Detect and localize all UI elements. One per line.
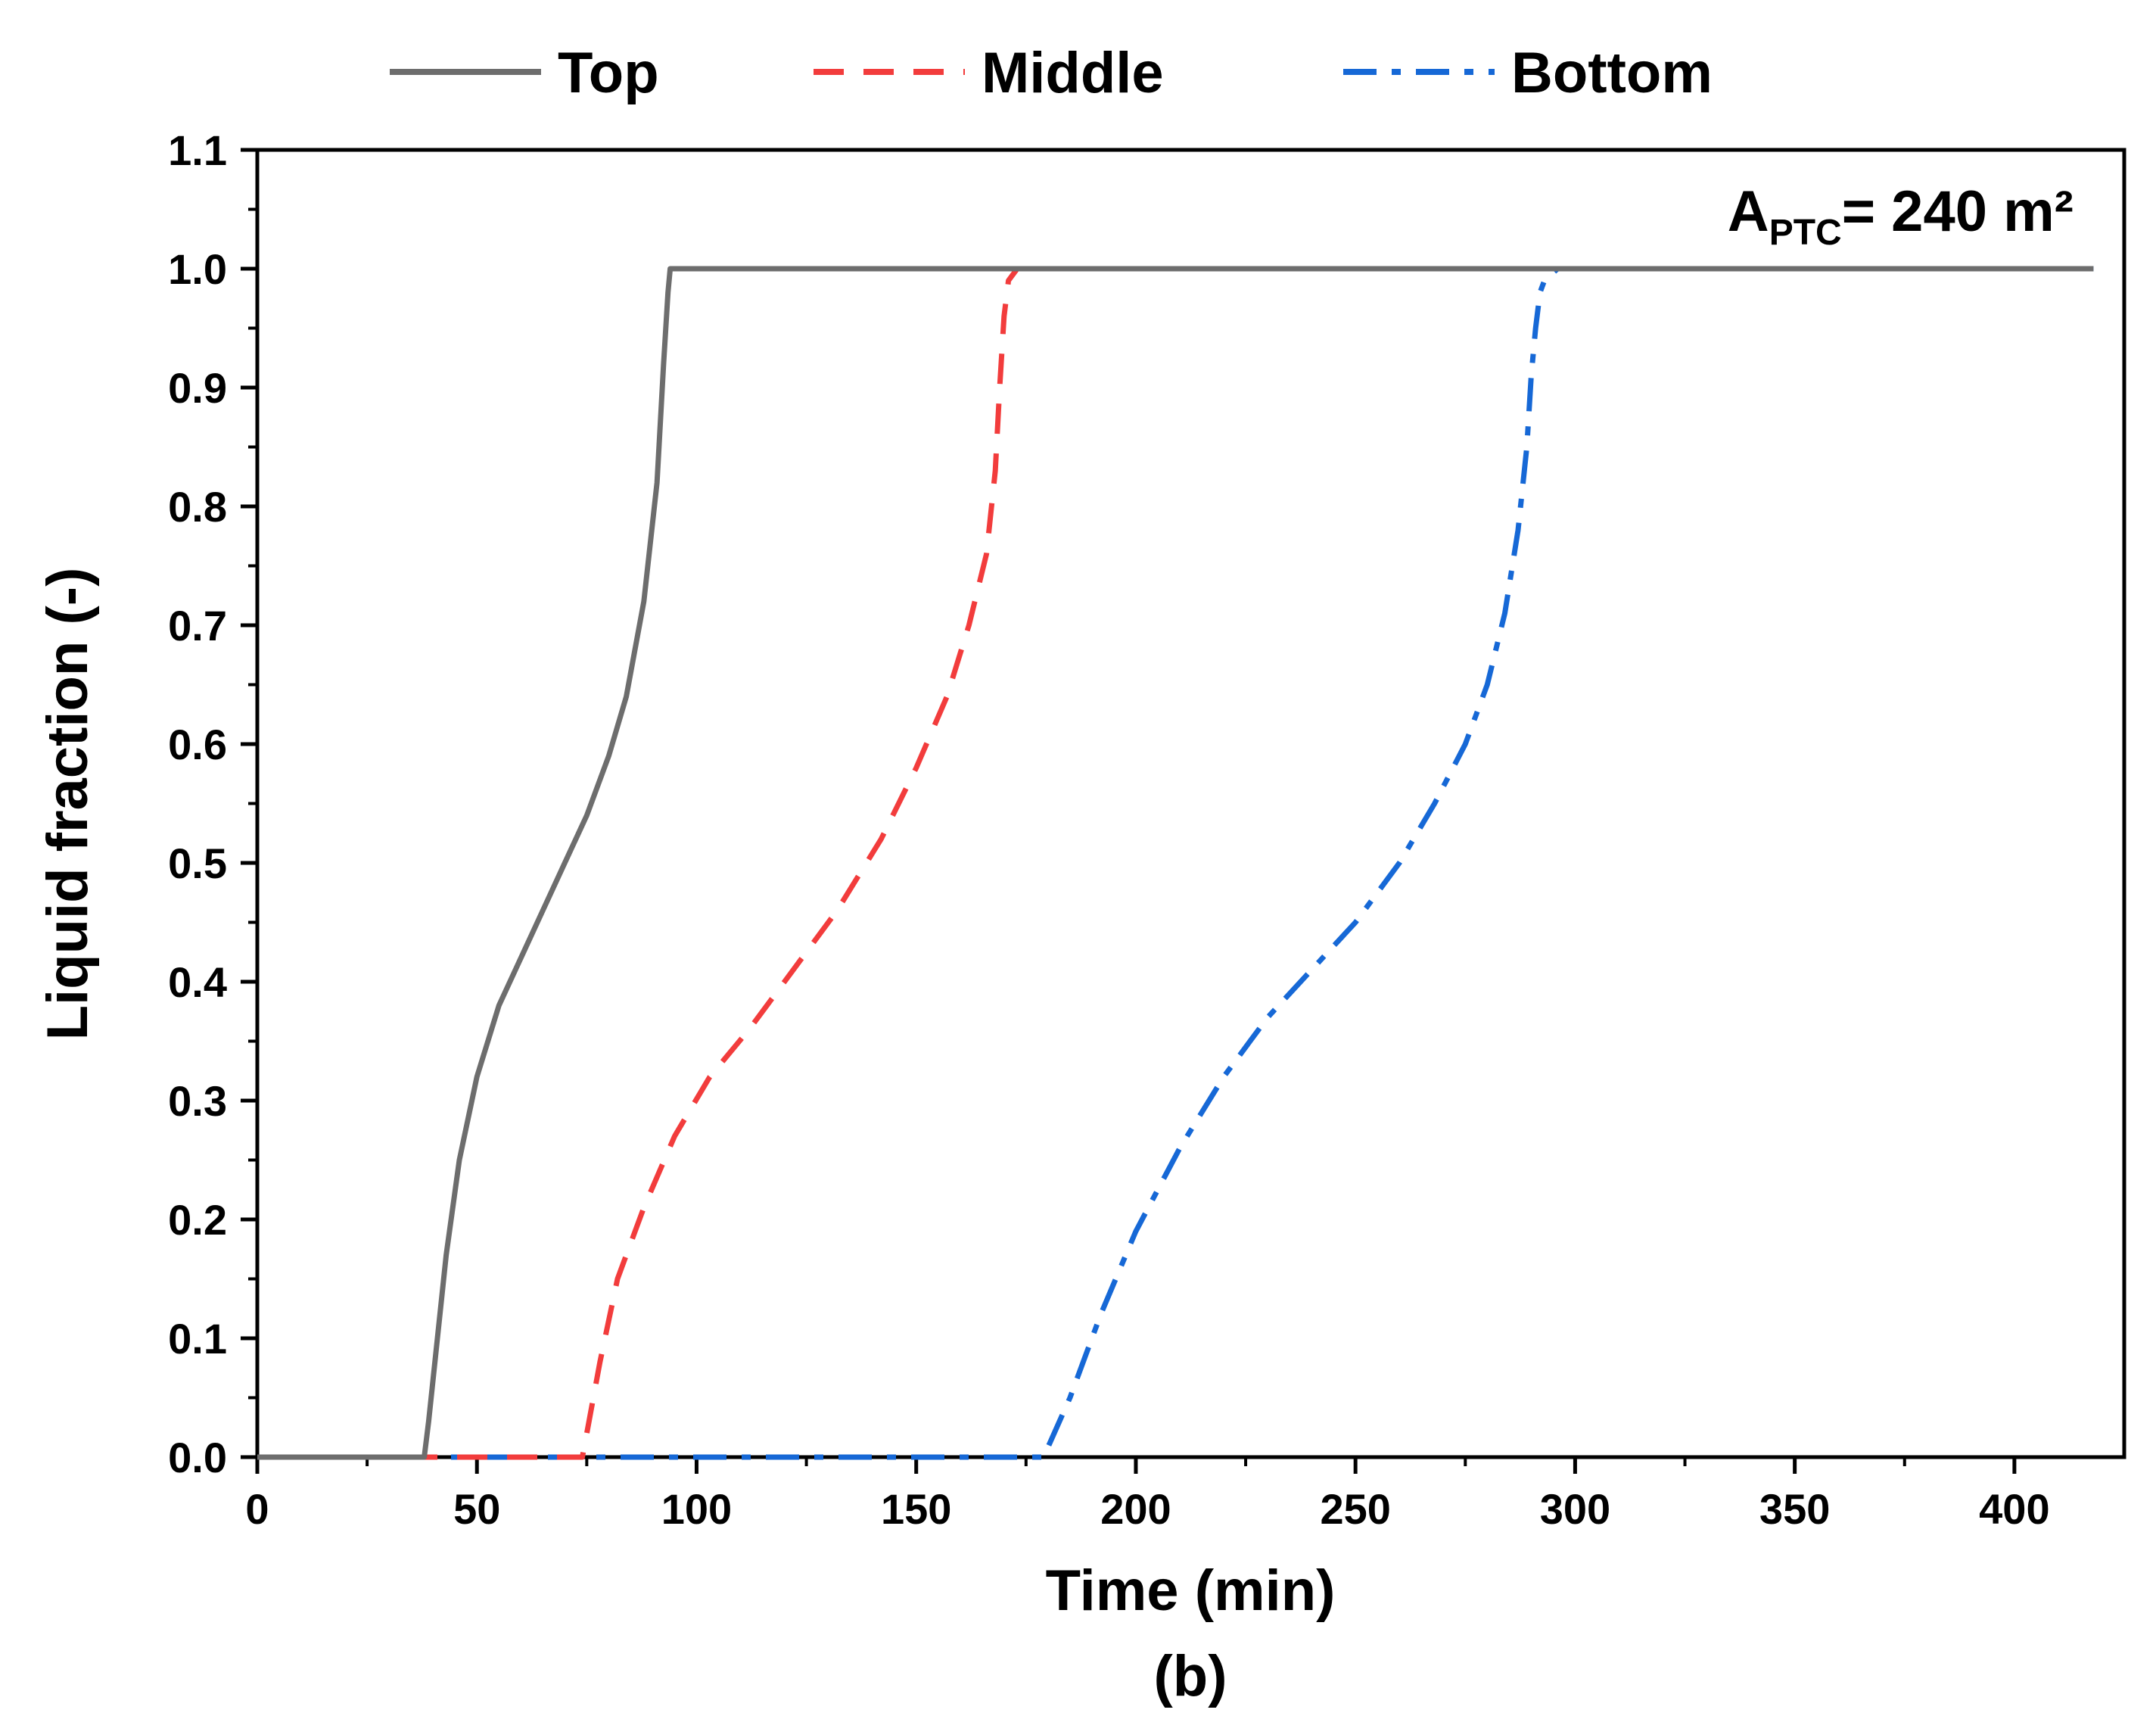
y-tick-label: 0.2 xyxy=(168,1196,227,1244)
y-tick-label: 0.1 xyxy=(168,1315,227,1363)
series-layer xyxy=(257,266,2094,1460)
legend: Top Middle Bottom xyxy=(390,41,1713,105)
y-tick-label: 0.5 xyxy=(168,839,227,887)
y-tick-label: 0.9 xyxy=(168,364,227,412)
area-annotation: APTC= 240 m² xyxy=(1728,179,2074,253)
y-tick-label: 1.0 xyxy=(168,245,227,293)
annotation-rest: = 240 m² xyxy=(1842,179,2074,244)
legend-label-top: Top xyxy=(558,41,659,105)
x-axis-title: Time (min) xyxy=(1046,1559,1336,1623)
y-tick-label: 0.3 xyxy=(168,1077,227,1125)
series-line-top xyxy=(257,266,2094,1460)
x-tick-label: 150 xyxy=(881,1485,951,1533)
annotation-main: A xyxy=(1728,179,1769,244)
series-line-bottom xyxy=(257,266,2094,1460)
x-tick-label: 350 xyxy=(1759,1485,1830,1533)
y-tick-label: 0.4 xyxy=(168,958,227,1006)
y-tick-label: 0.7 xyxy=(168,602,227,649)
legend-label-bottom: Bottom xyxy=(1511,41,1713,105)
y-tick-label: 0.0 xyxy=(168,1434,227,1481)
y-tick-label: 0.6 xyxy=(168,721,227,768)
axis-ticks: 0 50 100 150 200 250 300 350 400 0.0 0.1 0.2 0.3 0.4 0… xyxy=(168,126,2049,1533)
y-axis-title: Liquid fraction (-) xyxy=(36,568,100,1041)
x-tick-label: 0 xyxy=(245,1485,269,1533)
x-tick-label: 250 xyxy=(1320,1485,1390,1533)
x-tick-label: 50 xyxy=(453,1485,500,1533)
y-tick-label: 1.1 xyxy=(168,126,227,174)
x-tick-label: 300 xyxy=(1540,1485,1610,1533)
x-tick-label: 100 xyxy=(661,1485,732,1533)
y-tick-label: 0.8 xyxy=(168,483,227,531)
legend-label-middle: Middle xyxy=(982,41,1164,105)
x-tick-label: 400 xyxy=(1979,1485,2049,1533)
annotation-subscript: PTC xyxy=(1769,213,1842,253)
figure-caption: (b) xyxy=(1153,1644,1227,1708)
x-tick-label: 200 xyxy=(1100,1485,1171,1533)
